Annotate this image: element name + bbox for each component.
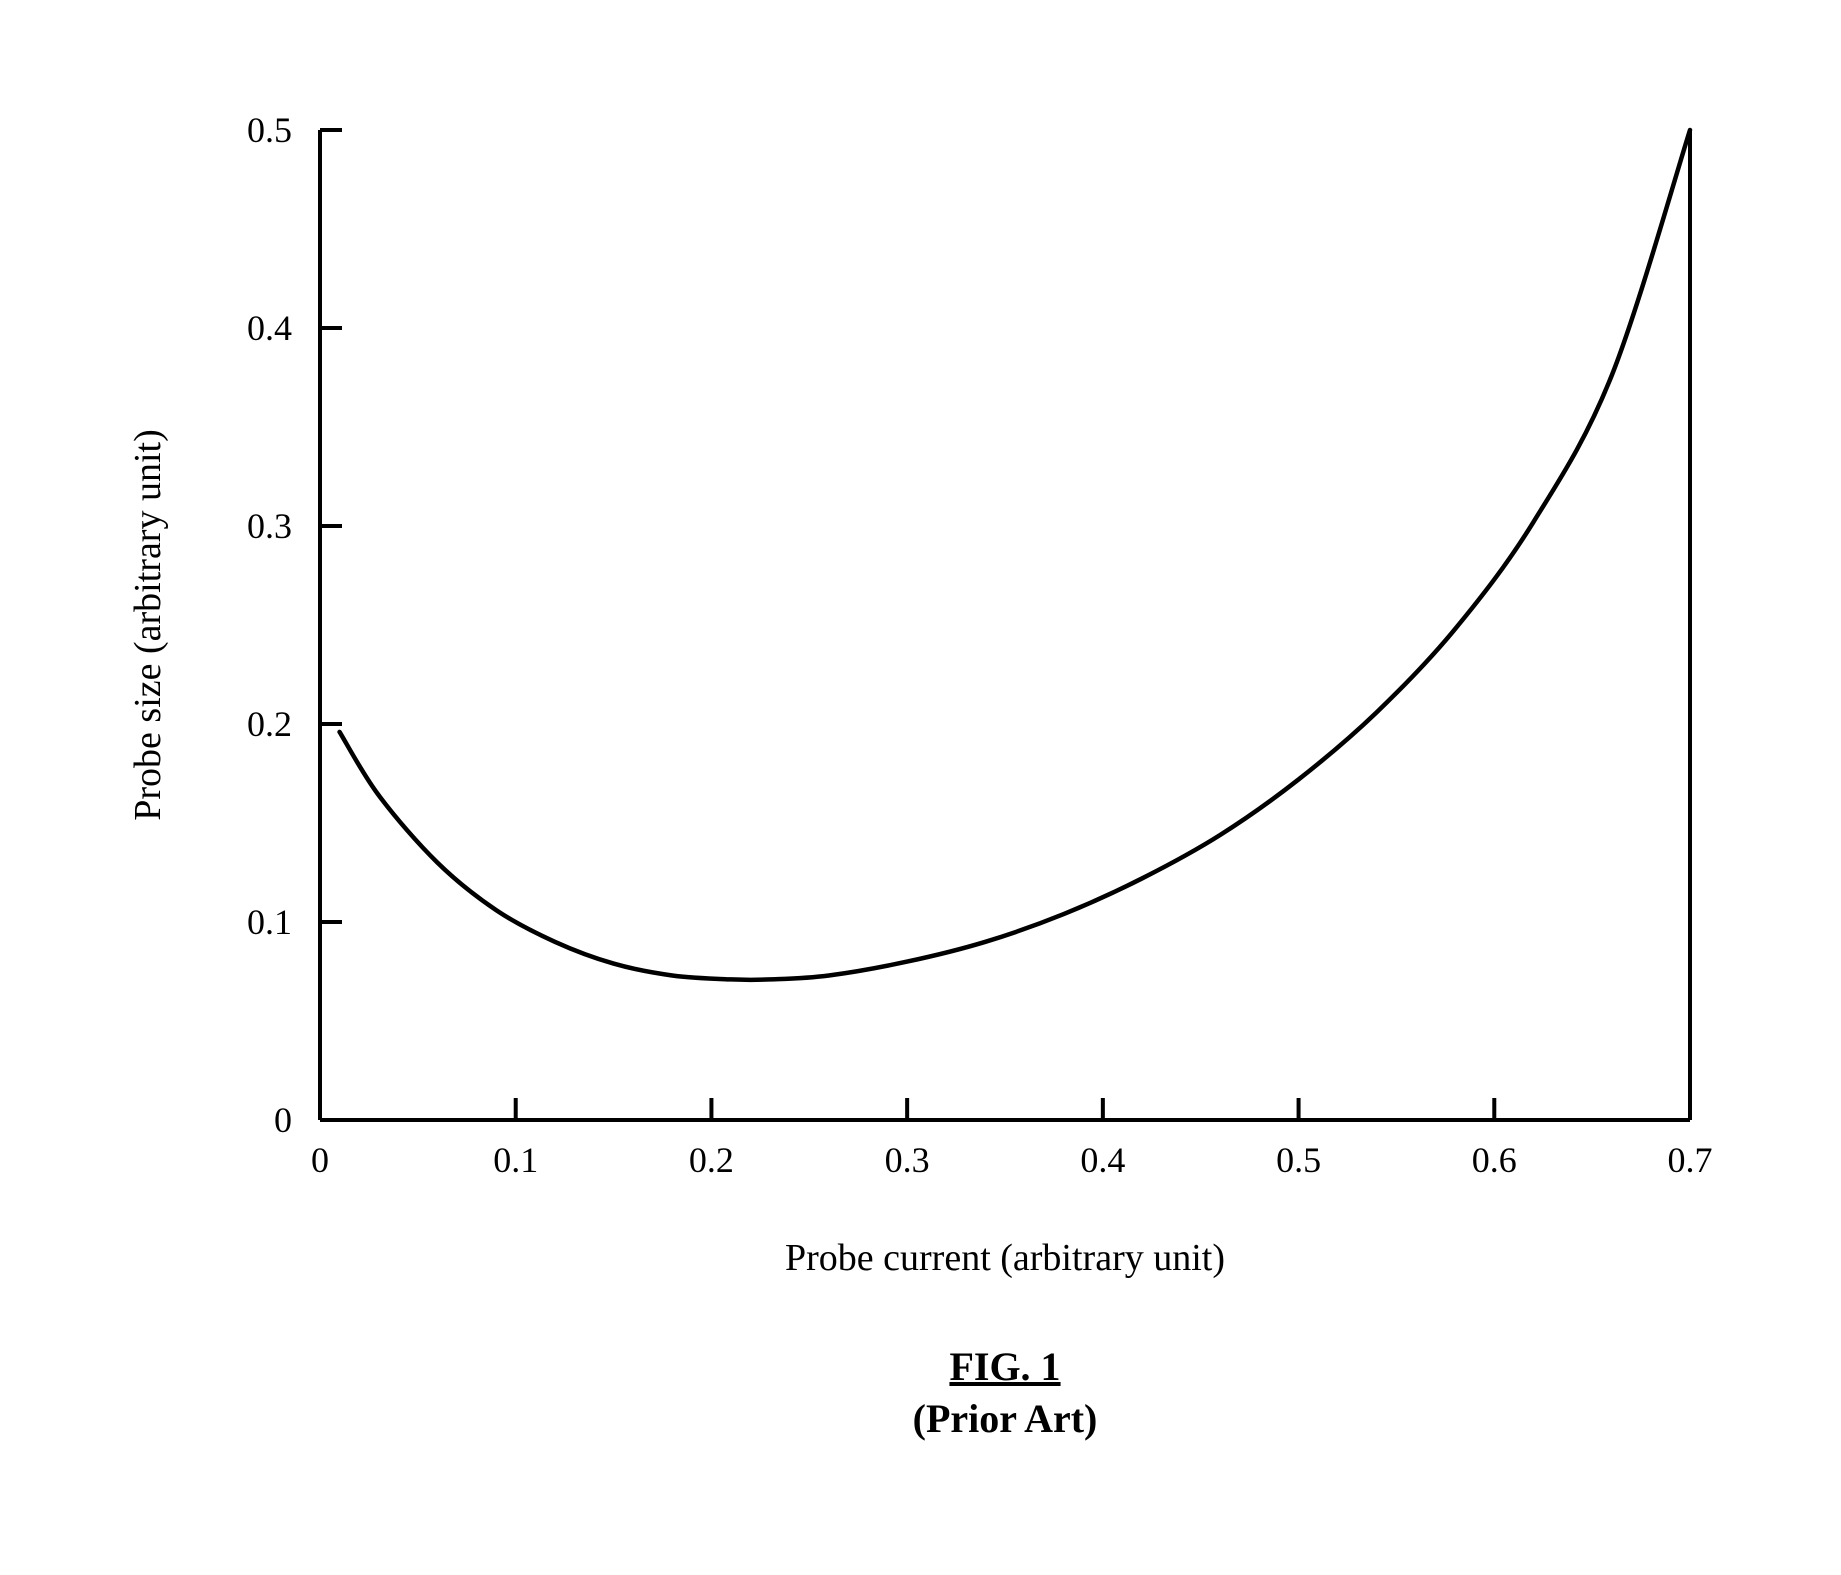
x-tick-label: 0.6 [1472,1140,1517,1180]
y-tick-label: 0.1 [247,902,292,942]
x-tick-label: 0.4 [1080,1140,1125,1180]
y-axis-label: Probe size (arbitrary unit) [127,429,169,820]
figure-caption-line1: FIG. 1 [949,1344,1060,1389]
y-tick-label: 0.4 [247,308,292,348]
y-tick-label: 0 [274,1100,292,1140]
probe-chart: 0 0.1 0.2 0.3 0.4 0.5 0.6 0.7 0 0.1 0.2 0.3 0.4 0.5 Pr… [0,0,1841,1575]
figure-caption-line2: (Prior Art) [913,1396,1098,1441]
y-tick-label: 0.2 [247,704,292,744]
x-tick-label: 0.7 [1668,1140,1713,1180]
x-tick-label: 0 [311,1140,329,1180]
probe-curve [340,130,1690,980]
y-tick-label: 0.5 [247,110,292,150]
x-axis-label: Probe current (arbitrary unit) [785,1237,1225,1279]
x-tick-label: 0.2 [689,1140,734,1180]
x-tick-label: 0.5 [1276,1140,1321,1180]
x-tick-label: 0.3 [885,1140,930,1180]
y-tick-label: 0.3 [247,506,292,546]
x-tick-label: 0.1 [493,1140,538,1180]
